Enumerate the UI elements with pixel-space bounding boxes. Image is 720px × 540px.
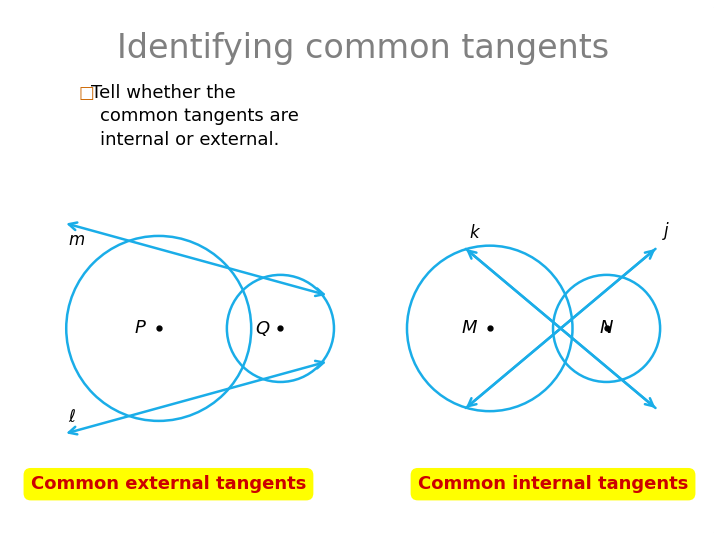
Text: $\ell$: $\ell$ bbox=[68, 408, 76, 426]
Text: $k$: $k$ bbox=[469, 224, 481, 242]
Text: Common internal tangents: Common internal tangents bbox=[418, 475, 688, 493]
Text: common tangents are: common tangents are bbox=[100, 107, 300, 125]
Text: Identifying common tangents: Identifying common tangents bbox=[117, 31, 609, 64]
Text: □: □ bbox=[79, 84, 94, 102]
Text: Tell whether the: Tell whether the bbox=[91, 84, 235, 102]
Text: $M$: $M$ bbox=[461, 320, 478, 338]
FancyBboxPatch shape bbox=[10, 4, 716, 536]
Text: $Q$: $Q$ bbox=[255, 319, 271, 338]
Text: internal or external.: internal or external. bbox=[100, 131, 279, 149]
Text: Common external tangents: Common external tangents bbox=[31, 475, 306, 493]
Text: $N$: $N$ bbox=[599, 320, 613, 338]
Text: $P$: $P$ bbox=[134, 320, 147, 338]
Text: $m$: $m$ bbox=[68, 231, 86, 248]
Text: $j$: $j$ bbox=[662, 220, 671, 242]
